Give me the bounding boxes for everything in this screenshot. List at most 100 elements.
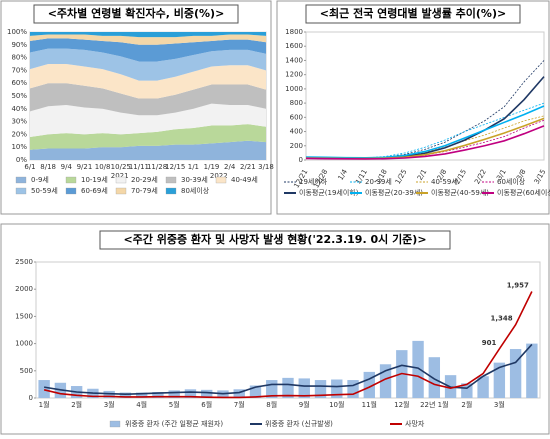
- y-tick-label: 1800: [285, 28, 303, 36]
- line: [305, 105, 545, 159]
- x-tick-label: 1/1: [188, 163, 199, 171]
- title-box: [99, 230, 451, 250]
- y-tick-label: 500: [20, 367, 33, 375]
- bar: [38, 380, 50, 398]
- y-tick-label: 50%: [11, 92, 27, 100]
- x-tick-label: 1/25: [394, 168, 409, 186]
- y-tick-label: 90%: [11, 41, 27, 49]
- bar: [379, 364, 392, 398]
- x-tick-label: 6월: [201, 400, 212, 409]
- y-tick-label: 80%: [11, 54, 27, 62]
- data-label: 1,348: [490, 315, 512, 323]
- bar: [412, 340, 424, 398]
- bar: [526, 343, 538, 398]
- panel-frame: [0, 223, 550, 435]
- bar: [461, 383, 473, 398]
- bar: [119, 392, 132, 398]
- x-tick-label: 9/4: [61, 163, 73, 171]
- legend-swatch: [109, 420, 121, 428]
- legend-label: 사망자: [405, 419, 425, 428]
- x-tick-label: 2/1: [416, 168, 429, 182]
- y-tick-label: 0: [299, 156, 303, 164]
- x-tick-label: 1/19: [204, 163, 220, 171]
- area: [30, 140, 266, 160]
- plot-area: [35, 261, 541, 399]
- y-tick-label: 200: [290, 142, 303, 150]
- x-tick-label: 10월: [329, 400, 344, 409]
- data-label: 1,957: [507, 282, 529, 290]
- x-tick-label: 8월: [266, 400, 277, 409]
- area: [30, 38, 266, 62]
- legend-label: 위중증 환자 (신규발생): [265, 419, 333, 428]
- y-tick-label: 2000: [15, 285, 33, 293]
- x-tick-label: 2월: [461, 400, 472, 409]
- y-tick-label: 1500: [15, 312, 33, 320]
- legend-swatch: [165, 187, 177, 195]
- legend-label: 이동평균(60세이상): [497, 188, 550, 197]
- bar: [493, 362, 506, 398]
- y-tick-label: 30%: [11, 118, 27, 126]
- x-tick-label: 3월: [104, 400, 115, 409]
- x-tick-label: 12월: [394, 400, 409, 409]
- y-tick-label: 1600: [285, 42, 303, 50]
- area: [30, 83, 266, 116]
- area: [30, 64, 266, 99]
- chart-title: <최근 전국 연령대별 발생률 추이(%)>: [320, 6, 506, 20]
- title-box: [305, 4, 521, 24]
- y-tick-label: 100%: [7, 28, 27, 36]
- bar: [347, 380, 359, 398]
- y-tick-label: 1400: [285, 56, 303, 64]
- y-tick-label: 1000: [15, 340, 33, 348]
- plot-area: [305, 31, 545, 161]
- x-tick-label: 7월: [234, 400, 245, 409]
- area: [30, 103, 266, 137]
- area: [30, 32, 266, 38]
- legend-label: 위중증 환자 (주간 일평균 재원자): [125, 419, 223, 428]
- legend-label: 20-39세: [365, 177, 392, 186]
- bar: [249, 385, 262, 398]
- title-box: [33, 4, 239, 24]
- bar: [282, 377, 294, 398]
- chart-title: <주간 위중증 환자 및 사망자 발생 현황('22.3.19. 0시 기준)>: [123, 232, 426, 246]
- y-tick-label: 600: [290, 113, 303, 121]
- x-tick-label: 1/4: [337, 168, 350, 182]
- legend-label: 40-59세: [431, 177, 458, 186]
- y-tick-label: 70%: [11, 66, 27, 74]
- x-tick-label: 9월: [299, 400, 310, 409]
- legend-label: 이동평균(20-39세): [365, 188, 423, 197]
- legend-label: 70-79세: [131, 186, 158, 195]
- annotation: 2021: [111, 172, 129, 180]
- y-tick-label: 2500: [15, 258, 33, 266]
- legend-label: 이동평균(40-59세): [431, 188, 489, 197]
- chart-title: <주차별 연령별 확진자수, 비중(%)>: [48, 6, 225, 20]
- legend-swatch: [165, 176, 177, 184]
- area: [30, 124, 266, 150]
- panel-frame: [0, 0, 272, 215]
- bar: [298, 378, 310, 398]
- x-tick-label: 2/4: [224, 163, 236, 171]
- x-tick-label: 3월: [494, 400, 505, 409]
- y-tick-label: 40%: [11, 105, 27, 113]
- data-label: 901: [482, 339, 497, 347]
- bar: [103, 390, 115, 398]
- area: [30, 48, 266, 81]
- legend-label: 80세이상: [181, 186, 210, 195]
- x-tick-label: 8/18: [40, 163, 56, 171]
- y-tick-label: 10%: [11, 143, 27, 151]
- legend-label: 20-29세: [131, 175, 158, 184]
- x-tick-label: 2/22: [473, 168, 488, 186]
- bar: [152, 392, 164, 398]
- bar: [331, 379, 343, 398]
- x-tick-label: 2/21: [240, 163, 256, 171]
- x-tick-label: 11월: [362, 400, 377, 409]
- annotation: 2022: [210, 172, 228, 180]
- bar: [184, 389, 197, 398]
- legend-label: 0-9세: [31, 175, 49, 184]
- x-tick-label: 6/1: [24, 163, 35, 171]
- y-tick-label: 0%: [16, 156, 27, 164]
- legend-swatch: [115, 176, 127, 184]
- legend-label: 30-39세: [181, 175, 208, 184]
- legend-label: 60세이상: [497, 177, 526, 186]
- x-tick-label: 2월: [71, 400, 82, 409]
